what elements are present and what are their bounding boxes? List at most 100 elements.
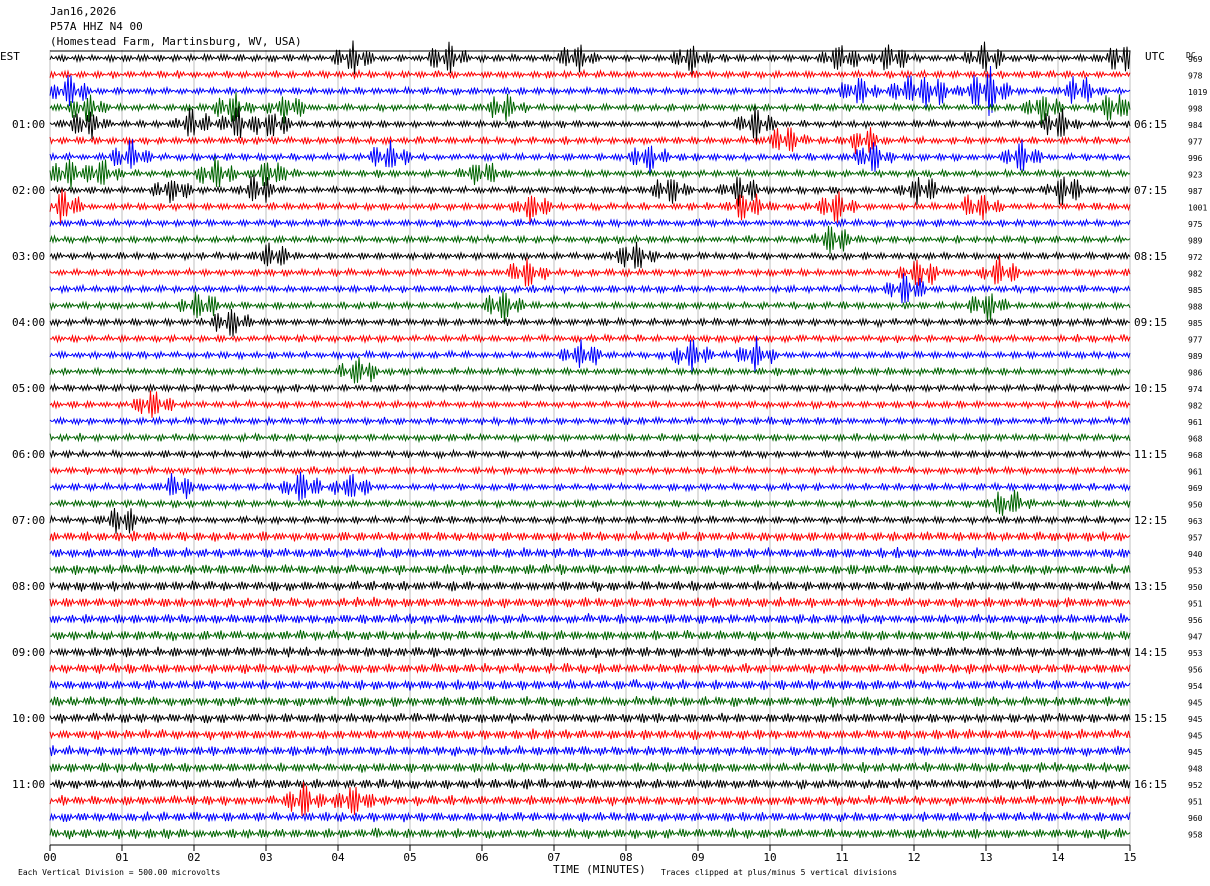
x-tick-label: 04 (331, 851, 345, 864)
utc-hour-label: 14:15 (1134, 646, 1167, 659)
label-group: 00 01 02 03 04 05 06 07 08 09 10 11 12 13 14 15 01:00 02:… (12, 55, 1207, 864)
dc-offset-label: 948 (1188, 765, 1203, 774)
trace-row-12 (49, 241, 1131, 269)
dc-offset-label: 975 (1188, 220, 1203, 229)
trace-row-23 (49, 431, 1131, 444)
trace-row-14 (49, 273, 1131, 304)
dc-offset-label: 984 (1188, 121, 1203, 130)
dc-offset-label: 968 (1188, 451, 1203, 460)
dc-offset-label: 974 (1188, 385, 1203, 394)
est-hour-label: 03:00 (12, 250, 45, 263)
trace-row-6 (49, 139, 1131, 175)
scale-note: Each Vertical Division = 500.00 microvol… (18, 868, 220, 877)
x-tick-label: 09 (691, 851, 704, 864)
dc-offset-label: 953 (1188, 649, 1203, 658)
est-hour-label: 01:00 (12, 118, 45, 131)
dc-offset-label: 954 (1188, 682, 1203, 691)
dc-offset-label: 1019 (1188, 88, 1207, 97)
dc-offset-label: 945 (1188, 748, 1203, 757)
est-hour-label: 09:00 (12, 646, 45, 659)
left-axis-title: EST (0, 50, 20, 63)
x-tick-label: 10 (763, 851, 776, 864)
trace-row-28 (49, 507, 1131, 534)
trace-row-2 (49, 65, 1131, 117)
dc-offset-label: 977 (1188, 336, 1203, 345)
trace-row-39 (49, 695, 1131, 708)
trace-row-43 (49, 761, 1131, 773)
est-hour-label: 10:00 (12, 712, 45, 725)
trace-row-35 (49, 629, 1131, 642)
x-tick-label: 12 (907, 851, 920, 864)
dc-offset-label: 978 (1188, 72, 1203, 81)
trace-row-45 (49, 781, 1131, 817)
trace-row-24 (49, 448, 1131, 460)
dc-offset-label: 960 (1188, 814, 1203, 823)
dc-offset-label: 961 (1188, 468, 1203, 477)
dc-offset-label: 952 (1188, 781, 1203, 790)
dc-offset-label: 972 (1188, 253, 1203, 262)
trace-row-8 (49, 174, 1131, 207)
trace-row-16 (49, 309, 1131, 337)
dc-offset-label: 950 (1188, 583, 1203, 592)
trace-row-44 (49, 778, 1131, 790)
header-station: P57A HHZ N4 00 (50, 20, 143, 33)
dc-offset-label: 987 (1188, 187, 1203, 196)
est-hour-label: 06:00 (12, 448, 45, 461)
utc-hour-label: 09:15 (1134, 316, 1167, 329)
trace-row-27 (49, 489, 1131, 516)
trace-row-18 (49, 336, 1131, 373)
trace-row-4 (49, 106, 1131, 142)
dc-offset-label: 986 (1188, 369, 1203, 378)
dc-offset-label: 956 (1188, 616, 1203, 625)
x-axis-label: TIME (MINUTES) (553, 863, 646, 876)
dc-offset-label: 969 (1188, 484, 1203, 493)
utc-hour-label: 12:15 (1134, 514, 1167, 527)
trace-row-1 (49, 68, 1131, 81)
trace-row-10 (49, 217, 1131, 229)
trace-row-32 (49, 580, 1131, 592)
utc-hour-label: 13:15 (1134, 580, 1167, 593)
trace-row-38 (49, 679, 1131, 691)
trace-row-30 (49, 547, 1131, 559)
dc-offset-label: 945 (1188, 732, 1203, 741)
est-hour-label: 04:00 (12, 316, 45, 329)
trace-row-34 (49, 613, 1131, 625)
trace-row-0 (49, 40, 1131, 75)
trace-row-41 (49, 728, 1131, 741)
est-hour-label: 11:00 (12, 778, 45, 791)
header-location: (Homestead Farm, Martinsburg, WV, USA) (50, 35, 302, 48)
trace-row-26 (49, 471, 1131, 501)
trace-row-25 (49, 464, 1131, 477)
trace-row-9 (49, 189, 1131, 224)
dc-title: DC (1186, 51, 1196, 60)
trace-row-47 (49, 827, 1131, 840)
dc-offset-label: 961 (1188, 418, 1203, 427)
dc-offset-label: 950 (1188, 501, 1203, 510)
dc-offset-label: 956 (1188, 666, 1203, 675)
trace-row-40 (49, 712, 1131, 724)
trace-row-46 (49, 811, 1131, 823)
dc-offset-label: 985 (1188, 319, 1203, 328)
x-tick-label: 08 (619, 851, 632, 864)
x-tick-label: 07 (547, 851, 560, 864)
dc-offset-label: 951 (1188, 600, 1203, 609)
dc-offset-label: 1001 (1188, 204, 1207, 213)
dc-offset-label: 988 (1188, 303, 1203, 312)
dc-offset-label: 940 (1188, 550, 1203, 559)
grid-group (49, 50, 1131, 851)
dc-offset-label: 989 (1188, 352, 1203, 361)
utc-hour-label: 10:15 (1134, 382, 1167, 395)
utc-hour-label: 15:15 (1134, 712, 1167, 725)
trace-row-22 (49, 415, 1131, 427)
x-tick-label: 05 (403, 851, 416, 864)
utc-hour-label: 11:15 (1134, 448, 1167, 461)
trace-row-11 (49, 225, 1131, 255)
est-hour-label: 05:00 (12, 382, 45, 395)
trace-row-20 (49, 382, 1131, 394)
dc-offset-label: 996 (1188, 154, 1203, 163)
dc-offset-label: 982 (1188, 402, 1203, 411)
est-hour-label: 08:00 (12, 580, 45, 593)
dc-offset-label: 977 (1188, 138, 1203, 147)
trace-row-42 (49, 745, 1131, 757)
trace-row-13 (49, 255, 1131, 287)
